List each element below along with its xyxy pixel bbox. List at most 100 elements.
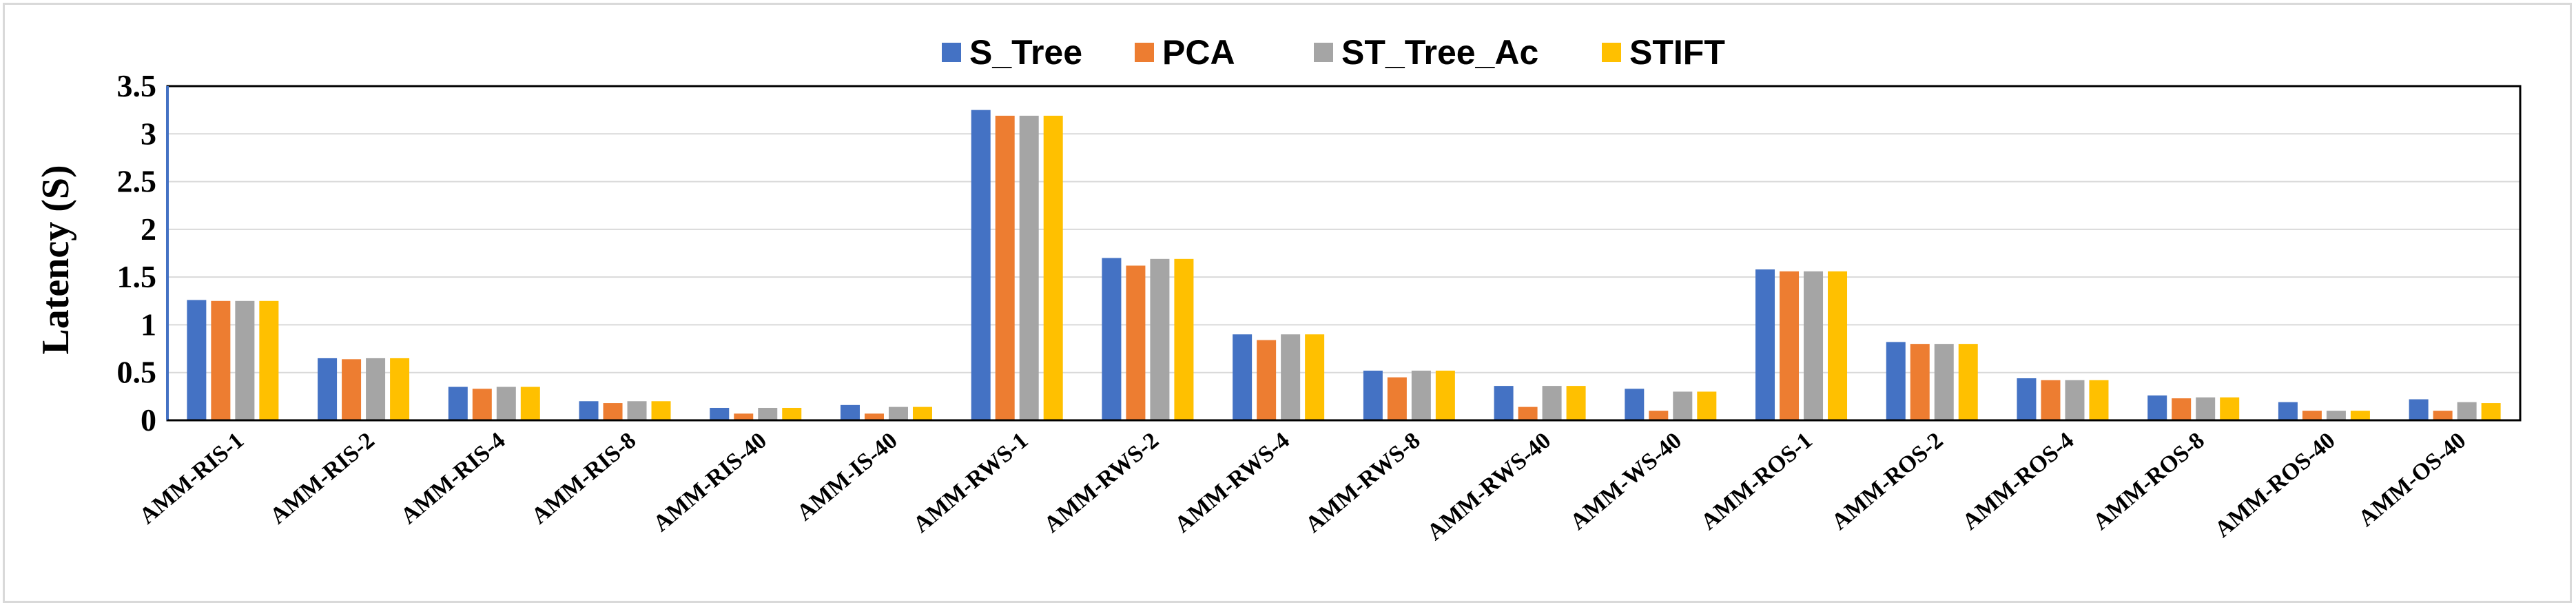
bar [2147,395,2167,420]
bar [235,300,255,420]
legend-entry: ST_Tree_Ac [1341,33,1538,72]
plot-border [166,85,2522,422]
y-tick-label: 0.5 [117,355,157,390]
legend-swatch [1135,43,1154,62]
bar [2089,380,2109,420]
x-category-label: AMM-RWS-40 [1423,428,1556,546]
bar [2457,402,2477,420]
bar [1363,370,1383,420]
bar [472,389,492,420]
bar [1019,115,1039,420]
y-tick-label: 0 [141,402,156,438]
gridlines [167,85,2520,373]
y-tick-label: 1.5 [117,259,157,294]
bar [1387,377,1407,420]
x-category-label: AMM-ROS-40 [2210,428,2340,543]
y-tick-label: 1 [141,307,156,342]
bar [651,401,671,420]
bar [520,387,540,420]
x-category-label: AMM-IS-40 [792,428,903,526]
bar [318,358,338,420]
legend-swatch [942,43,961,62]
bar [2196,397,2216,420]
x-category-label: AMM-RWS-2 [1040,428,1164,538]
bar [211,300,231,420]
bar [1673,391,1693,420]
bar [912,407,932,420]
bar [2326,411,2346,420]
x-category-label: AMM-OS-40 [2353,428,2471,532]
bar [2278,402,2298,420]
legend-entry: PCA [1162,33,1235,72]
bar [187,300,207,420]
bar [1649,411,1669,420]
bar [1780,271,1800,420]
bar [390,358,410,420]
bar [1411,370,1431,420]
bar [1542,386,1562,420]
bar [1804,271,1824,420]
bar [758,407,778,420]
bar [366,358,386,420]
bar [342,359,362,420]
bar [1281,334,1301,420]
bar [1828,271,1848,420]
bar [2017,378,2037,420]
x-category-labels: AMM-RIS-1 AMM-RIS-2 AMM-RIS-4 AMM-RIS-8 AMM-… [134,428,2471,546]
bar [1958,344,1978,420]
bar [1566,386,1586,420]
bar [1435,370,1455,420]
bar [448,387,468,420]
x-category-label: AMM-RWS-1 [909,428,1033,538]
bar [1043,115,1063,420]
x-category-label: AMM-WS-40 [1565,428,1687,535]
bar [1257,340,1277,420]
chart-frame: 0 0.5 1 1.5 2 2.5 3 3.5 AMM-RIS-1 AMM-RIS-2 AMM-R… [3,3,2572,603]
bar [2172,398,2192,420]
bar [1934,344,1954,420]
bar [2409,399,2429,420]
x-category-label: AMM-RIS-8 [527,428,641,529]
bar [2481,403,2501,420]
x-category-label: AMM-RIS-4 [396,428,511,529]
bar [1697,391,1717,420]
bar [2433,411,2453,420]
bar [1233,334,1253,420]
y-tick-label: 2.5 [117,164,157,199]
bar [1518,407,1538,420]
legend: S_Tree PCA ST_Tree_Ac STIFT [942,33,1725,72]
legend-swatch [1314,43,1333,62]
x-category-label: AMM-RIS-40 [648,428,772,537]
legend-entry: STIFT [1629,33,1725,72]
bar [995,115,1015,420]
bar [1886,342,1906,420]
bar [710,407,730,420]
y-tick-label: 2 [141,212,156,247]
bar [2302,411,2322,420]
bar [864,413,884,420]
bar-chart: 0 0.5 1 1.5 2 2.5 3 3.5 AMM-RIS-1 AMM-RIS-2 AMM-R… [34,33,2522,546]
bar [1150,258,1170,420]
bar [2065,380,2085,420]
bar [1102,258,1122,420]
bar [782,407,802,420]
bar [1126,265,1146,420]
bar [1625,389,1645,420]
y-tick-label: 3 [141,116,156,151]
legend-swatch [1602,43,1621,62]
bar [259,300,279,420]
bar [734,413,754,420]
bar [2041,380,2061,420]
y-tick-labels: 0 0.5 1 1.5 2 2.5 3 3.5 [117,68,157,438]
bar [1174,258,1194,420]
x-category-label: AMM-ROS-1 [1696,428,1817,535]
x-category-label: AMM-ROS-8 [2088,428,2209,535]
bar [888,407,908,420]
bar [1755,269,1775,420]
bar [603,403,623,420]
axes [166,85,2522,422]
y-tick-label: 3.5 [117,68,157,103]
bar [496,387,516,420]
x-category-label: AMM-ROS-4 [1957,428,2079,535]
x-category-label: AMM-RWS-4 [1170,428,1295,538]
